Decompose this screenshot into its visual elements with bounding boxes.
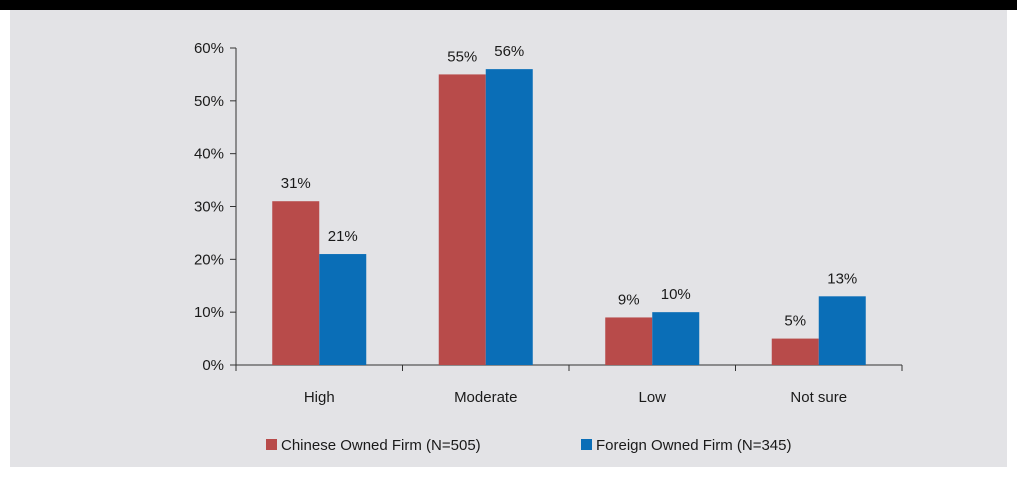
legend-swatch	[266, 439, 277, 450]
data-label: 56%	[494, 43, 524, 60]
bar	[818, 296, 866, 365]
y-tick-label: 10%	[194, 304, 224, 321]
y-tick-label: 60%	[194, 40, 224, 57]
bar	[272, 201, 320, 365]
bar	[771, 338, 819, 365]
x-tick-label: Moderate	[454, 389, 517, 406]
x-tick-label: High	[304, 389, 335, 406]
bar	[438, 74, 486, 366]
x-tick-label: Low	[638, 389, 666, 406]
data-label: 55%	[447, 48, 477, 65]
y-tick-label: 50%	[194, 93, 224, 110]
data-label: 13%	[827, 270, 857, 287]
y-tick-label: 20%	[194, 251, 224, 268]
data-label: 5%	[784, 313, 806, 330]
data-label: 10%	[661, 286, 691, 303]
data-label: 31%	[281, 175, 311, 192]
y-tick-label: 30%	[194, 199, 224, 216]
legend-swatch	[581, 439, 592, 450]
x-tick-label: Not sure	[790, 389, 847, 406]
bar	[319, 254, 367, 365]
legend-label: Chinese Owned Firm (N=505)	[281, 437, 481, 454]
header-bar	[0, 0, 1017, 10]
bar	[605, 317, 653, 365]
bar	[652, 312, 700, 365]
bar	[485, 69, 533, 365]
y-tick-label: 40%	[194, 146, 224, 163]
legend-label: Foreign Owned Firm (N=345)	[596, 437, 791, 454]
data-label: 21%	[328, 228, 358, 245]
y-tick-label: 0%	[202, 357, 224, 374]
data-label: 9%	[618, 291, 640, 308]
